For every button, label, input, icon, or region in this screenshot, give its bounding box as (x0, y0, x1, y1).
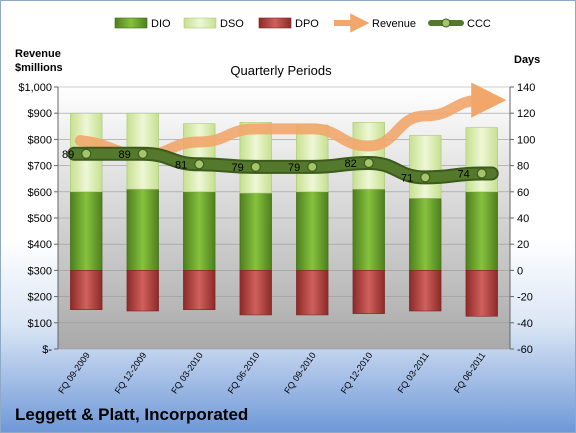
left-tick-label: $100 (28, 318, 52, 330)
bar-dio (239, 192, 272, 271)
legend-label: DSO (220, 18, 244, 30)
ccc-data-label: 71 (401, 172, 413, 184)
ccc-point (476, 168, 487, 179)
legend-swatch-ccc-point (441, 18, 451, 28)
legend-swatch-dso (183, 17, 217, 29)
legend-label: CCC (467, 18, 491, 30)
right-tick-label: 0 (517, 265, 523, 277)
right-tick-label: 140 (517, 82, 535, 94)
right-tick-label: 80 (517, 161, 529, 173)
legend-label: DPO (295, 18, 319, 30)
left-tick-label: $400 (28, 239, 52, 251)
bar-dpo (409, 270, 442, 312)
x-tick-label: FQ 09-2010 (282, 350, 318, 395)
legend-swatch-dio (114, 17, 148, 29)
bar-dio (409, 198, 442, 271)
left-tick-label: $600 (28, 187, 52, 199)
left-tick-label: $200 (28, 292, 52, 304)
bar-dpo (70, 270, 103, 310)
x-tick-label: FQ 12-2009 (113, 350, 149, 395)
left-axis-label-line1: Revenue (15, 48, 61, 60)
bar-dpo (352, 270, 385, 314)
right-tick-label: 20 (517, 239, 529, 251)
bar-dio (465, 191, 498, 271)
bar-dpo (296, 270, 329, 316)
ccc-point (420, 172, 431, 183)
x-tick-label: FQ 03-2011 (396, 350, 431, 395)
bar-dio (70, 191, 103, 271)
bar-dso (352, 122, 385, 190)
ccc-point (81, 148, 92, 159)
right-tick-label: 40 (517, 213, 529, 225)
legend-swatch-dpo (258, 17, 292, 29)
right-tick-label: 100 (517, 134, 535, 146)
bar-dso (409, 135, 442, 199)
bar-dpo (126, 270, 159, 312)
ccc-data-label: 81 (175, 159, 187, 171)
x-tick-label: FQ 06-2011 (452, 350, 487, 395)
right-tick-label: -20 (517, 292, 533, 304)
bar-dso (465, 127, 498, 193)
x-tick-label: FQ 09-2009 (56, 350, 92, 395)
ccc-data-label: 89 (62, 149, 74, 161)
right-tick-label: 60 (517, 187, 529, 199)
bar-dpo (183, 270, 216, 310)
ccc-data-label: 74 (458, 168, 470, 180)
right-tick-label: -40 (517, 318, 533, 330)
x-tick-label: FQ 12-2010 (339, 350, 375, 395)
bar-dpo (239, 270, 272, 316)
right-axis-label: Days (514, 54, 540, 66)
left-tick-label: $- (42, 344, 52, 356)
ccc-data-label: 89 (119, 149, 131, 161)
left-tick-label: $700 (28, 161, 52, 173)
ccc-point (307, 161, 318, 173)
bar-dso (296, 124, 329, 193)
bar-dio (126, 188, 159, 271)
left-tick-label: $800 (28, 134, 52, 146)
ccc-point (194, 159, 205, 170)
bar-dpo (465, 270, 498, 317)
right-tick-label: -60 (517, 344, 533, 356)
right-tick-label: 120 (517, 108, 535, 120)
left-tick-label: $500 (28, 213, 52, 225)
ccc-data-label: 79 (288, 162, 300, 174)
x-tick-label: FQ 03-2010 (169, 350, 205, 395)
ccc-point (250, 161, 261, 173)
legend: DIO DSO DPO Revenue CCC (114, 13, 491, 33)
ccc-data-label: 79 (232, 162, 244, 174)
ccc-point (363, 157, 374, 169)
legend-label: Revenue (372, 18, 416, 30)
left-tick-label: $300 (28, 265, 52, 277)
left-tick-label: $900 (28, 108, 52, 120)
chart-title: Quarterly Periods (230, 63, 332, 78)
legend-label: DIO (151, 18, 171, 30)
bar-dio (352, 188, 385, 271)
left-axis-label-line2: $millions (15, 62, 63, 74)
x-tick-label: FQ 06-2010 (226, 350, 262, 395)
ccc-data-label: 82 (345, 158, 357, 170)
bar-dio (183, 191, 216, 271)
company-name: Leggett & Platt, Incorporated (15, 405, 249, 424)
bar-dio (296, 191, 329, 271)
ccc-point (137, 148, 148, 159)
left-tick-label: $1,000 (18, 82, 52, 94)
